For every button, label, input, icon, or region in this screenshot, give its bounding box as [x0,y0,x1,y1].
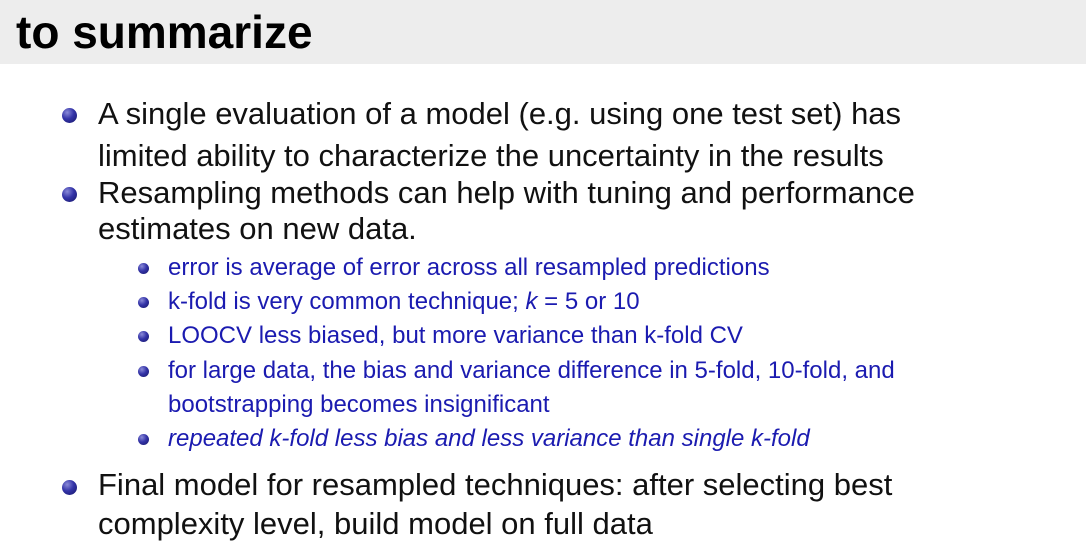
bullet-icon [62,108,77,123]
sub-bullet-icon [138,331,149,342]
sub-item-2-suffix: = 5 or 10 [537,288,640,315]
bullet-2-line-2: estimates on new data. [98,211,417,246]
sub-bullet-icon [138,263,149,274]
bullet-3-line-2: complexity level, build model on full da… [98,506,653,541]
bullet-1-line-2: limited ability to characterize the unce… [98,138,884,173]
bullet-icon [62,480,77,495]
slide-title: to summarize [16,6,313,58]
sub-item-3: LOOCV less biased, but more variance tha… [168,322,743,349]
sub-item-4-line-2: bootstrapping becomes insignificant [168,391,550,418]
sub-item-4-line-1: for large data, the bias and variance di… [168,357,895,384]
sub-bullet-icon [138,434,149,445]
bullet-2-line-1: Resampling methods can help with tuning … [98,175,915,210]
bullet-icon [62,187,77,202]
sub-bullet-icon [138,366,149,377]
bullet-3-line-1: Final model for resampled techniques: af… [98,467,893,502]
sub-item-2-var: k [525,288,538,315]
sub-item-1: error is average of error across all res… [168,254,770,281]
title-bar: to summarize [0,0,1086,64]
sub-item-2: k-fold is very common technique; k = 5 o… [168,288,640,316]
sub-item-2-prefix: k-fold is very common technique; [168,288,526,315]
sub-item-5: repeated k-fold less bias and less varia… [168,425,810,452]
sub-bullet-icon [138,297,149,308]
bullet-1-line-1: A single evaluation of a model (e.g. usi… [98,96,902,131]
